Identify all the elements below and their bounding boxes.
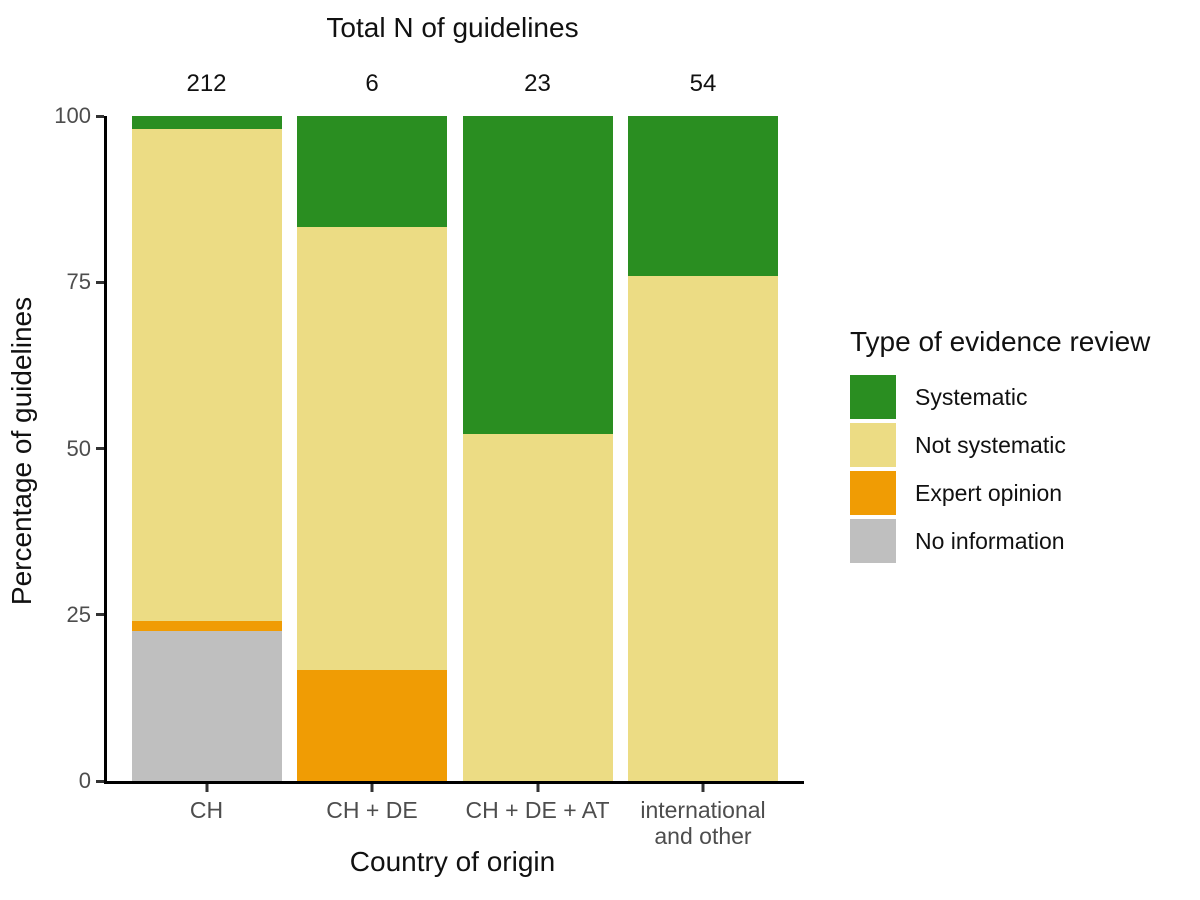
bar-total-label: 23: [524, 70, 551, 97]
bar-segment-no_information: [131, 630, 282, 781]
y-axis-tick-label: 25: [66, 601, 91, 627]
legend-title: Type of evidence review: [850, 326, 1151, 357]
y-axis-tick: [96, 280, 104, 284]
legend: Type of evidence review Systematic Not sy…: [850, 326, 1150, 567]
legend-label: Not systematic: [915, 431, 1066, 458]
bar-segment-systematic: [131, 116, 282, 129]
legend-label: Expert opinion: [915, 479, 1063, 506]
bar-segment-not_systematic: [462, 433, 613, 781]
bar-segment-not_systematic: [628, 276, 778, 781]
legend-label: No information: [915, 527, 1065, 554]
y-axis-tick: [96, 114, 104, 118]
bar-total-label: 212: [186, 70, 227, 97]
x-axis-tick: [205, 784, 208, 792]
legend-key-systematic: [850, 375, 896, 419]
x-axis-title: Country of origin: [349, 846, 556, 877]
x-axis-tick: [370, 784, 374, 792]
bar-segment-expert_opinion: [297, 669, 447, 781]
stacked-bar: [297, 116, 447, 781]
y-axis-title: Percentage of guidelines: [6, 296, 37, 606]
y-axis-tick-label: 50: [66, 435, 91, 461]
bar-total-label: 54: [689, 70, 717, 97]
legend-item: Not systematic: [850, 423, 1150, 467]
legend-item: No information: [850, 519, 1150, 563]
stacked-bar: [131, 116, 282, 781]
plot-panel: 0 25 50 75 100 212 CH 6 CH + DE 23 CH + DE + AT 54 i…: [54, 70, 804, 849]
legend-key-no_information: [850, 519, 896, 563]
bar-segment-systematic: [297, 116, 447, 228]
x-axis-tick-label: CH + DE: [326, 797, 418, 823]
bar-total-label: 6: [365, 70, 379, 97]
legend-item: Systematic: [850, 375, 1150, 419]
bar-segment-not_systematic: [131, 128, 282, 622]
legend-item: Expert opinion: [850, 471, 1150, 515]
legend-items: Systematic Not systematic Expert opinion No…: [850, 375, 1150, 563]
x-axis-tick: [536, 784, 539, 792]
chart-top-title: Total N of guidelines: [326, 12, 579, 43]
legend-key-expert_opinion: [850, 471, 896, 515]
legend-key-not_systematic: [850, 423, 896, 467]
bar-segment-systematic: [628, 116, 778, 277]
x-axis-tick-label: CH + DE + AT: [465, 797, 610, 823]
y-axis-tick-label: 0: [78, 768, 91, 793]
bar-segment-expert_opinion: [131, 621, 282, 631]
bar-segment-systematic: [462, 116, 613, 434]
x-axis-tick: [701, 784, 705, 792]
x-axis-tick-label: international and other: [640, 797, 766, 850]
legend-label: Systematic: [915, 383, 1028, 410]
y-axis-tick: [96, 779, 104, 783]
y-axis-tick-label: 75: [66, 269, 91, 295]
bar-segment-not_systematic: [297, 227, 447, 670]
x-axis-tick-label: CH: [189, 797, 224, 823]
stacked-bar: [628, 116, 778, 781]
y-axis-tick: [96, 447, 104, 450]
y-axis-tick: [96, 613, 104, 617]
y-axis-tick-label: 100: [54, 103, 91, 128]
stacked-bar: [462, 116, 613, 781]
